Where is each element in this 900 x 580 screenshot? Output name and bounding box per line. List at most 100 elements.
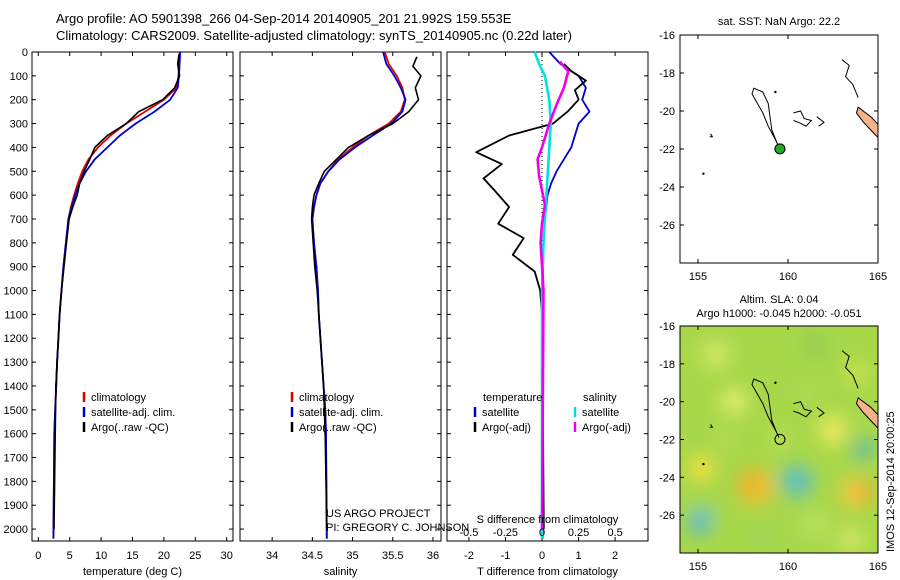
- heatmap-blob: [722, 389, 746, 414]
- legend-label: satellite-adj. clim.: [299, 407, 383, 419]
- legend-label: Argo(-adj): [482, 422, 531, 434]
- plot-frame: [446, 51, 649, 542]
- legend-label: Argo(..raw -QC): [299, 422, 377, 434]
- x-tick-label: 5: [67, 550, 73, 562]
- y-tick-label: -16: [659, 321, 675, 333]
- legend-label: Argo(-adj): [582, 422, 631, 434]
- y-tick-label: -22: [659, 144, 675, 156]
- heatmap-blob: [796, 382, 816, 403]
- y-tick-label: 2000: [4, 524, 28, 536]
- y-tick-label: -24: [659, 472, 675, 484]
- series-line-1: [52, 51, 182, 539]
- x-tick-label: 0: [35, 550, 41, 562]
- legend-label: satellite: [582, 407, 619, 419]
- x-axis-label: temperature (deg C): [83, 566, 182, 578]
- legend-label: climatology: [299, 392, 355, 404]
- y-tick-label: -26: [659, 220, 675, 232]
- x-tick-label: 165: [869, 561, 887, 573]
- series-line-0: [52, 51, 181, 539]
- heatmap-blob: [819, 416, 847, 445]
- legend-label: climatology: [91, 392, 147, 404]
- x-tick-label: 160: [779, 271, 797, 283]
- x2-tick-label: 0.25: [568, 527, 589, 539]
- x-tick-label: 25: [189, 550, 201, 562]
- y-tick-label: 1900: [4, 500, 28, 512]
- panel-differences: -2 -1 0 1 2 T difference from climatology -0.5…: [446, 51, 649, 578]
- heatmap-blob: [799, 328, 831, 361]
- y-tick-label: 1000: [4, 286, 28, 298]
- credit-block: US ARGO PROJECT PI: GREGORY C. JOHNSON: [326, 508, 469, 534]
- header-line-2: Climatology: CARS2009. Satellite-adjuste…: [56, 28, 572, 43]
- y-tick-label: -16: [659, 30, 675, 42]
- y-tick-label: 300: [10, 119, 28, 131]
- heatmap-blob: [747, 520, 775, 549]
- heatmap-blob: [853, 438, 874, 459]
- x2-tick-label: 0.5: [607, 527, 622, 539]
- x-tick-label: 15: [126, 550, 138, 562]
- x-tick-label: 155: [689, 561, 707, 573]
- y-tick-label: 1700: [4, 453, 28, 465]
- panel-salinity: 34 34.5 35 35.5 36 salinity climatology satelli…: [239, 51, 442, 578]
- y-tick-label: 1200: [4, 333, 28, 345]
- x-tick-label: -2: [464, 550, 474, 562]
- y-tick-label: -18: [659, 359, 675, 371]
- heatmap-blob: [739, 472, 758, 491]
- legend-label: Argo(..raw -QC): [91, 422, 169, 434]
- y-tick-label: -20: [659, 397, 675, 409]
- heatmap-blob: [857, 484, 874, 501]
- y-tick-label: 800: [10, 238, 28, 250]
- x-axis-label: T difference from climatology: [477, 566, 618, 578]
- x2-tick-label: -0.25: [493, 527, 518, 539]
- heatmap-field: [680, 326, 878, 553]
- x-tick-label: 34.5: [302, 550, 323, 562]
- y-tick-label: -22: [659, 435, 675, 447]
- x-tick-label: 160: [779, 561, 797, 573]
- series-line-2: [53, 54, 181, 530]
- side-stamp: IMOS 12-Sep-2014 20:00:25: [885, 411, 897, 552]
- y-tick-label: 0: [22, 47, 28, 59]
- reef-outline: [793, 110, 813, 127]
- reef-outline: [709, 133, 714, 138]
- x-tick-label: -1: [501, 550, 511, 562]
- float-marker: [774, 433, 786, 445]
- y-tick-label: 100: [10, 71, 28, 83]
- reef-outline: [793, 401, 813, 418]
- heatmap-blob: [690, 518, 706, 535]
- y-tick-label: -18: [659, 68, 675, 80]
- coastline: [751, 378, 780, 438]
- y-tick-label: 1500: [4, 405, 28, 417]
- heatmap-blobs: [687, 328, 874, 552]
- x-tick-label: 165: [869, 271, 887, 283]
- reef-outline: [816, 116, 825, 127]
- y-tick-label: 200: [10, 95, 28, 107]
- x-tick-label: 0: [539, 550, 545, 562]
- y-tick-label: 900: [10, 262, 28, 274]
- x-axis-label: salinity: [324, 566, 358, 578]
- map-title: Altim. SLA: 0.04: [740, 294, 819, 306]
- legend-label: satellite-adj. clim.: [91, 407, 175, 419]
- y-tick-label: -24: [659, 182, 675, 194]
- x2-tick-label: -0.5: [459, 527, 478, 539]
- x-tick-label: 35: [346, 550, 358, 562]
- heatmap-blob: [781, 465, 813, 498]
- heatmap-blob: [689, 455, 714, 480]
- x-tick-label: 155: [689, 271, 707, 283]
- map-sst_map: sat. SST: NaN Argo: 22.2 -16 -18 -20 -22 -24 -…: [659, 16, 887, 283]
- y-tick-label: -20: [659, 106, 675, 118]
- y-tick-label: 400: [10, 142, 28, 154]
- y-tick-label: 700: [10, 214, 28, 226]
- y-tick-label: 1300: [4, 357, 28, 369]
- x-tick-label: 30: [221, 550, 233, 562]
- x-tick-label: 35.5: [382, 550, 403, 562]
- x-tick-label: 1: [576, 550, 582, 562]
- diff-series-3: [536, 60, 570, 530]
- x-tick-label: 36: [427, 550, 439, 562]
- legend-label: satellite: [482, 407, 519, 419]
- credit-line-2: PI: GREGORY C. JOHNSON: [326, 522, 469, 534]
- legend-group-title: salinity: [583, 392, 617, 404]
- x-tick-label: 2: [612, 550, 618, 562]
- heatmap-blob: [715, 429, 735, 450]
- islet: [702, 172, 705, 175]
- heatmap-blob: [844, 361, 869, 386]
- diff-series-2: [533, 51, 553, 539]
